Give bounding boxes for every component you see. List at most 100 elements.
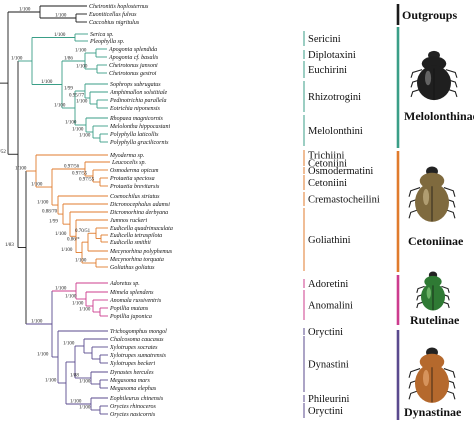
- subfamily-label: Dynastinae: [404, 405, 462, 419]
- taxon-label: Oryctes nasicornis: [110, 412, 156, 418]
- taxon-label: Protaetia speciosa: [109, 176, 155, 182]
- taxon-label: Oryctes rhinoceros: [110, 404, 156, 410]
- taxon-label: Dicromorhina derbyana: [109, 210, 168, 216]
- support-value: 1/100: [65, 121, 77, 126]
- tribe-label: Cetoniini: [308, 178, 347, 189]
- taxon-label: Cheironitis hoplosternus: [89, 4, 149, 10]
- taxon-label: Myoderma sp.: [109, 153, 144, 159]
- support-value: 1/100: [79, 380, 91, 385]
- support-value: 1/100: [65, 295, 77, 300]
- support-value: 1/100: [41, 80, 53, 85]
- tribe-label: Melolonthini: [308, 126, 363, 137]
- support-value: 1/100: [31, 183, 43, 188]
- support-value: 1/100: [70, 400, 82, 405]
- support-value: 0.88/70: [42, 210, 58, 215]
- support-value: 1/99: [64, 87, 73, 92]
- taxon-label: Osmoderma opicum: [110, 168, 159, 174]
- taxon-label: Polyphylla laticollis: [109, 132, 159, 138]
- subfamily-label: Cetoniinae: [408, 234, 464, 248]
- tribe-label: Oryctini: [308, 327, 343, 338]
- taxon-label: Eotrichia niponensis: [109, 106, 160, 112]
- taxon-label: Pedinotrichia parallela: [109, 98, 167, 104]
- support-value: 1/100: [79, 134, 91, 139]
- taxon-label: Cheirotonus jansoni: [109, 63, 158, 69]
- tribe-label: Euchirini: [308, 65, 347, 76]
- tribe-label: Goliathini: [308, 235, 351, 246]
- tribe-label: Diplotaxini: [308, 50, 356, 61]
- taxon-label: Protaetia brevitarsis: [109, 184, 160, 190]
- support-value: 0.97/56: [64, 165, 80, 170]
- support-value: 1/100: [72, 128, 84, 133]
- subfamily-label: Outgroups: [402, 8, 457, 22]
- tribe-label: Trichiini: [308, 151, 344, 162]
- taxon-label: Megasoma mars: [109, 378, 150, 384]
- tribe-label: Oryctini: [308, 406, 343, 417]
- tribe-label: Rhizotrogini: [308, 92, 361, 103]
- support-value: 1/100: [76, 65, 88, 70]
- rutelinae-beetle-icon: [416, 271, 450, 311]
- support-value: 1/100: [63, 342, 75, 347]
- support-value: 1/86: [64, 57, 73, 62]
- dynastinae-beetle-icon: [408, 347, 456, 403]
- beetle-icons: [408, 50, 458, 403]
- taxon-label: Apogonia splendida: [108, 47, 157, 53]
- support-value: 1/100: [55, 14, 67, 19]
- taxon-label: Leucocelis sp.: [111, 160, 146, 166]
- tribe-labels: Sericini Diplotaxini Euchirini Rhizotrogini…: [308, 34, 380, 417]
- tribe-label: Cremastocheilini: [308, 195, 380, 206]
- support-value: 0.95/77: [69, 94, 85, 99]
- taxon-label: Anomala russiventris: [109, 298, 162, 304]
- cetoniinae-beetle-icon: [408, 166, 456, 222]
- taxon-label: Popillia japonica: [109, 314, 152, 320]
- tree-branches: [0, 5, 110, 415]
- taxon-label: Xylotrupes sumatrensis: [109, 353, 167, 359]
- tribe-label: Anomalini: [308, 301, 353, 312]
- support-value: 1/100: [55, 287, 67, 292]
- taxon-label: Apogonia cf. basalis: [108, 54, 159, 61]
- taxon-label: Pleophylla sp.: [89, 39, 124, 45]
- support-value: 1/100: [61, 248, 73, 253]
- support-value: 1/100: [19, 8, 31, 13]
- taxon-label: Eudicella smithii: [109, 240, 151, 246]
- support-value: 1/88: [70, 374, 79, 379]
- taxon-label: Dicronocephalus adamsi: [109, 202, 170, 208]
- taxon-label: Cheirotonus gestroi: [109, 71, 157, 77]
- taxon-label: Mimela splendens: [109, 290, 154, 296]
- melolonthinae-beetle-icon: [410, 50, 458, 101]
- taxon-label: Chalcosoma caucasus: [110, 337, 164, 343]
- support-value: 1/100: [15, 167, 27, 172]
- taxon-label: Xylotrupes beckeri: [109, 361, 155, 367]
- taxon-label: Euoniticellus fulvus: [88, 11, 137, 18]
- support-value: 1/83: [5, 243, 14, 248]
- support-value: 1/100: [55, 232, 67, 237]
- support-value: 0.70/51: [75, 229, 91, 234]
- taxon-label: Goliathus goliatus: [110, 265, 155, 271]
- support-value: 1/100: [45, 379, 57, 384]
- taxon-label: Coenochilus striatus: [110, 194, 160, 200]
- taxon-label: Sophrops subrugatus: [110, 82, 161, 88]
- support-value: 1/100: [37, 353, 49, 358]
- tribe-label: Adoretini: [308, 279, 348, 290]
- support-value: 1/52: [0, 150, 6, 155]
- support-value: 1/100: [54, 104, 66, 109]
- support-value: 1/100: [75, 259, 87, 264]
- tribe-label: Dynastini: [308, 360, 349, 371]
- taxon-label: Eophileurus chinensis: [109, 396, 164, 402]
- support-value: 0.97/55: [72, 172, 88, 177]
- support-value: 0.86/*: [67, 238, 80, 243]
- support-labels: 1/1001/1001/1001/1001/861/1001/1000.95/7…: [0, 8, 95, 411]
- taxon-label: Adoretus sp.: [109, 281, 140, 287]
- support-value: 1/100: [79, 308, 91, 313]
- taxon-label: Popillia mutans: [109, 306, 149, 312]
- tribe-label: Cetoniini: [308, 159, 347, 170]
- taxon-label: Dynastes hercules: [109, 370, 154, 376]
- support-value: 0.97/55: [79, 178, 95, 183]
- taxon-label: Trichogomphus mongol: [110, 329, 167, 335]
- taxon-label: Amphimallon solstitiale: [109, 90, 168, 96]
- taxon-label: Polyphylla gracilicornis: [109, 140, 169, 146]
- support-value: 1/99: [49, 220, 58, 225]
- support-value: 1/100: [54, 33, 66, 38]
